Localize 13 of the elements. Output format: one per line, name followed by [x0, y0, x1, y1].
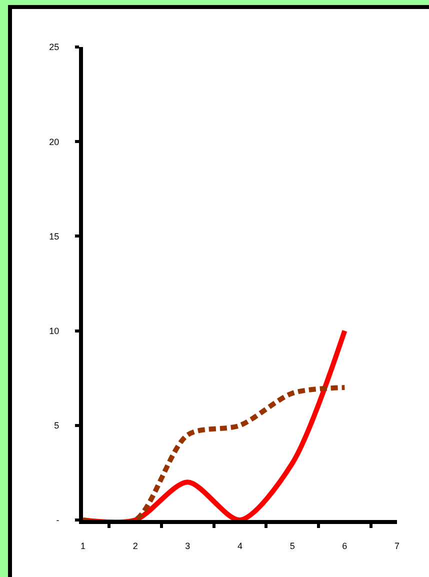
x-tick-label: 2 — [132, 540, 138, 551]
x-tick-label: 6 — [342, 540, 348, 551]
x-tick-label: 4 — [237, 540, 243, 551]
y-tick-label: - — [56, 515, 60, 526]
y-tick-label: 20 — [49, 136, 60, 147]
x-tick-label: 5 — [290, 540, 295, 551]
x-tick-label: 3 — [185, 540, 190, 551]
x-tick-label: 1 — [80, 540, 86, 551]
y-tick-label: 10 — [49, 326, 60, 336]
y-tick-label: 5 — [54, 420, 60, 431]
x-tick-label: 7 — [394, 540, 400, 551]
y-tick-label: 25 — [49, 42, 60, 52]
y-tick-label: 15 — [49, 231, 60, 242]
